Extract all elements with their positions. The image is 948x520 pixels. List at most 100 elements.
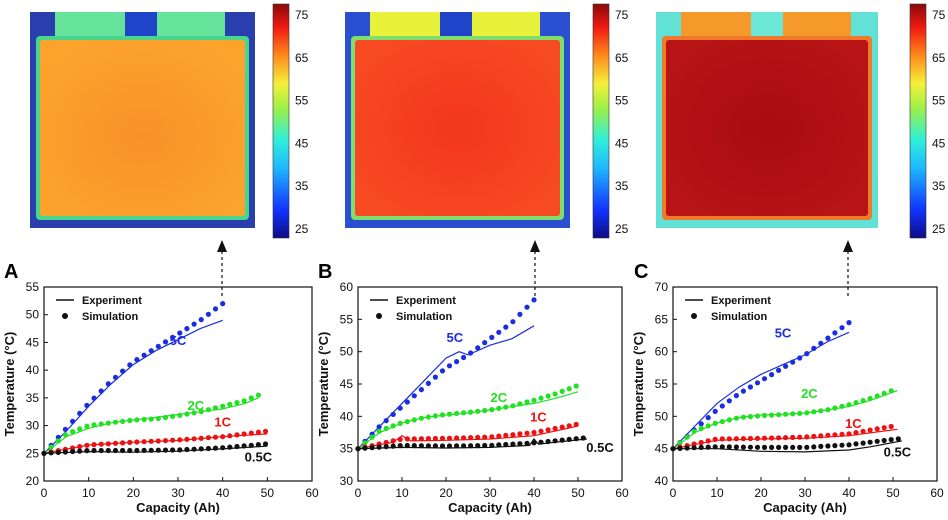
simulation-point: [105, 420, 111, 426]
simulation-point: [719, 444, 725, 450]
simulation-point: [740, 388, 747, 394]
legend-simulation-label: Simulation: [82, 311, 139, 323]
x-axis-label: Capacity (Ah): [136, 500, 220, 515]
simulation-point: [867, 427, 873, 433]
simulation-point: [496, 433, 502, 439]
colorbar-tick-label: 25: [932, 222, 946, 236]
x-tick-label: 30: [798, 486, 812, 500]
series-label-05C: 0.5C: [245, 450, 273, 465]
colorbar-tick-label: 65: [615, 51, 629, 65]
y-tick-label: 45: [26, 335, 40, 349]
simulation-point: [98, 447, 104, 454]
simulation-point: [888, 423, 894, 430]
simulation-point: [719, 436, 725, 442]
simulation-point: [220, 403, 226, 409]
simulation-point: [712, 444, 718, 450]
simulation-point: [517, 431, 523, 437]
simulation-point: [227, 433, 233, 439]
colorbar-tick-label: 75: [295, 8, 309, 22]
simulation-point: [248, 442, 254, 448]
simulation-point: [439, 435, 446, 441]
simulation-point: [783, 363, 789, 369]
simulation-point: [804, 351, 810, 357]
simulation-point: [212, 405, 219, 411]
simulation-point: [418, 415, 424, 421]
y-tick-label: 55: [340, 312, 354, 326]
simulation-point: [853, 441, 859, 447]
simulation-point: [120, 418, 126, 424]
simulation-point: [177, 412, 183, 418]
legend-simulation-label: Simulation: [711, 311, 768, 323]
simulation-point: [184, 411, 190, 417]
series-label-2C: 2C: [490, 390, 507, 405]
simulation-point: [496, 329, 502, 335]
simulation-point: [726, 417, 732, 423]
simulation-point: [383, 418, 389, 424]
simulation-point: [84, 442, 90, 448]
x-tick-label: 40: [527, 486, 541, 500]
simulation-point: [162, 414, 169, 421]
simulation-point: [797, 434, 803, 440]
simulation-point: [726, 444, 732, 450]
simulation-point: [120, 368, 126, 374]
simulation-point: [390, 423, 396, 429]
y-tick-label: 35: [340, 442, 354, 456]
simulation-point: [818, 443, 824, 449]
legend: Experiment Simulation: [56, 295, 142, 323]
simulation-point: [155, 438, 161, 444]
simulation-point: [482, 442, 488, 449]
colorbar-tick-label: 75: [615, 8, 629, 22]
simulation-point: [77, 444, 83, 450]
simulation-point: [397, 436, 403, 442]
simulation-point: [691, 441, 697, 447]
simulation-point: [818, 340, 824, 346]
simulation-point: [503, 432, 509, 438]
x-tick-label: 40: [842, 486, 856, 500]
simulation-point: [825, 335, 831, 341]
simulation-point: [220, 301, 226, 307]
x-tick-label: 20: [127, 486, 141, 500]
simulation-point: [769, 444, 775, 450]
simulation-point: [783, 444, 789, 450]
simulation-point: [754, 435, 761, 441]
x-tick-label: 0: [355, 486, 362, 500]
simulation-point: [811, 345, 817, 351]
simulation-point: [248, 395, 254, 401]
simulation-point: [425, 380, 431, 386]
simulation-point: [719, 403, 725, 409]
simulation-point: [439, 368, 446, 374]
simulation-point: [552, 438, 558, 444]
simulation-point: [517, 401, 523, 407]
simulation-point: [70, 418, 76, 424]
simulation-point: [804, 434, 810, 440]
simulation-point: [712, 420, 718, 426]
legend-simulation-swatch: [376, 313, 382, 319]
simulation-point: [198, 408, 204, 415]
simulation-point: [212, 306, 219, 312]
series-5C: 5C: [670, 320, 852, 452]
heatmap-tab-gap: [125, 12, 157, 38]
simulation-point: [461, 410, 467, 416]
simulation-point: [846, 402, 852, 408]
series-label-5C: 5C: [775, 325, 792, 340]
simulation-point: [489, 434, 495, 440]
simulation-point: [383, 444, 389, 450]
simulation-point: [825, 432, 831, 438]
x-tick-label: 50: [261, 486, 275, 500]
y-tick-label: 30: [340, 474, 354, 488]
simulation-point: [234, 400, 240, 406]
colorbar-tick-label: 25: [295, 222, 309, 236]
series-5C: 5C: [41, 301, 226, 456]
simulation-point: [867, 439, 873, 445]
simulation-point: [895, 436, 901, 442]
simulation-point: [77, 448, 83, 454]
simulation-point: [580, 435, 586, 441]
legend: Experiment Simulation: [685, 295, 771, 323]
simulation-point: [162, 447, 169, 453]
simulation-point: [404, 442, 410, 449]
simulation-point: [177, 447, 183, 453]
simulation-point: [91, 395, 97, 401]
simulation-point: [860, 440, 866, 446]
simulation-point: [55, 434, 61, 440]
simulation-point: [461, 443, 467, 449]
